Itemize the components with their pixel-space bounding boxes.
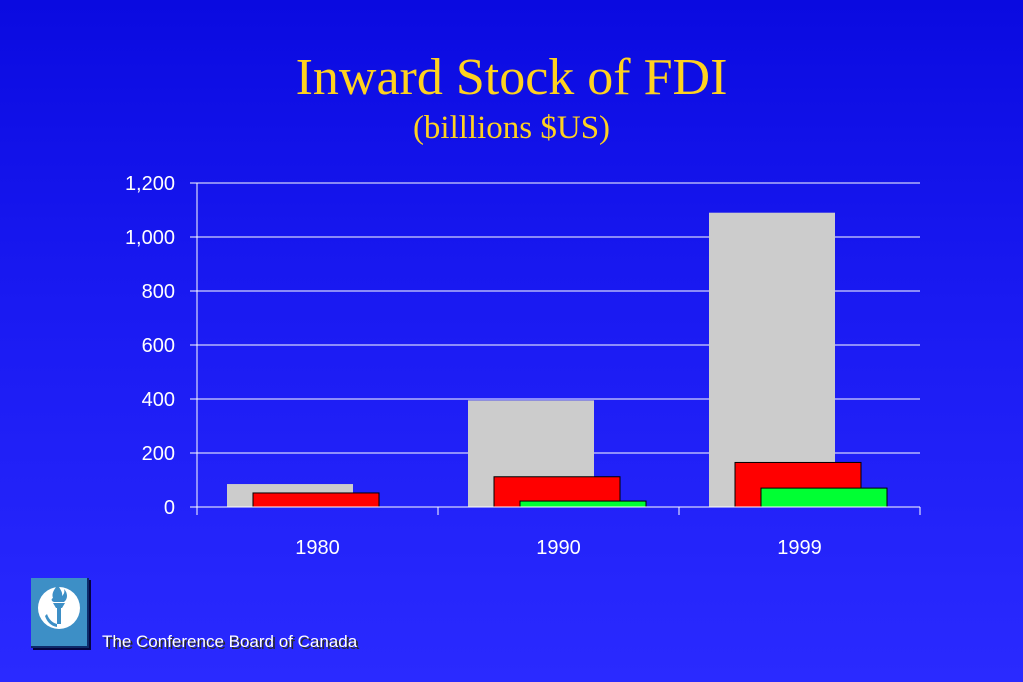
conference-board-logo (31, 578, 89, 648)
bar-1980-series-2 (252, 492, 380, 508)
x-tick-label-1999: 1999 (777, 537, 822, 559)
x-tick-label-1980: 1980 (295, 537, 340, 559)
torch-icon (38, 584, 80, 629)
y-tick-label-200: 200 (142, 443, 175, 465)
y-tick-label-600: 600 (142, 335, 175, 357)
y-tick-label-800: 800 (142, 281, 175, 303)
bars (227, 212, 888, 508)
chart-title: Inward Stock of FDI (295, 49, 728, 106)
y-tick-label-400: 400 (142, 389, 175, 411)
bar-1990-series-3 (519, 500, 647, 508)
bar-1999-series-3 (760, 487, 888, 508)
y-tick-label-0: 0 (164, 497, 175, 519)
y-tick-label-1200: 1,200 (125, 173, 175, 195)
footer-organization: The Conference Board of Canada (102, 632, 358, 651)
chart-subtitle: (billlions $US) (412, 110, 611, 146)
x-tick-label-1990: 1990 (536, 537, 581, 559)
y-tick-label-1000: 1,000 (125, 227, 175, 249)
tick-labels: 0 200 400 600 800 1,000 1,200 1980 1990 1999 (125, 173, 822, 559)
axes (190, 182, 921, 515)
bar-1999-series-1 (709, 212, 835, 507)
